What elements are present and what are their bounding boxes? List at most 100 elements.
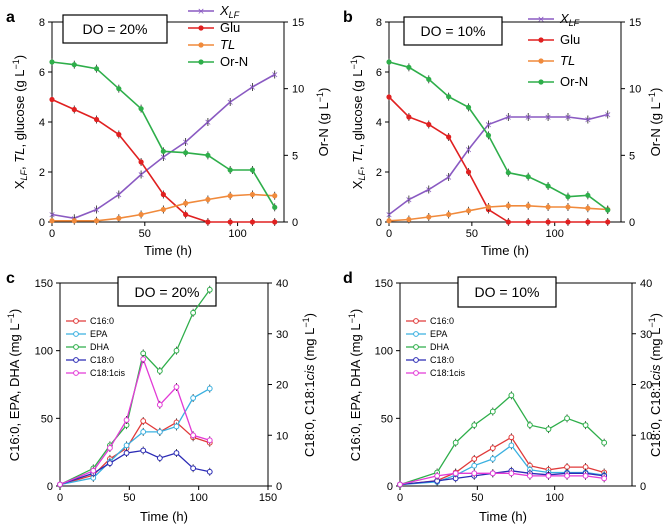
- panel-b-series-glu-point-2: [426, 121, 432, 128]
- panel-b-chart: b DO = 10% Time (h) XLF, TL, glucose (g …: [343, 9, 663, 258]
- panel-b-series-orn-point-2: [426, 76, 432, 82]
- panel-a-series-orn-point-2: [93, 66, 100, 72]
- panel-d-ytick-right-label-3: 30: [640, 329, 652, 341]
- panel-b-series-xlf-point-6: ×: [505, 113, 513, 123]
- panel-c-series-c181cis-line: [59, 356, 210, 486]
- panel-b-series-glu-point-7: [525, 219, 531, 225]
- panel-b-ytick-left-label-0: 0: [376, 217, 382, 229]
- panel-a-series-orn-point-1: [71, 62, 77, 68]
- panel-c-ytick-right-label-3: 30: [276, 329, 288, 341]
- panel-a-series-orn-point-6: [183, 150, 189, 156]
- panel-d-series-c160-point-3: [471, 456, 478, 462]
- panel-c-ytick-right-label-2: 20: [276, 380, 288, 392]
- panel-b-series-orn-point-5: [485, 132, 492, 138]
- panel-b-series-orn-point-11: [605, 207, 611, 213]
- panel-a-series-tl-point-6: [183, 200, 189, 206]
- panel-a-series-glu-point-6: [183, 211, 189, 218]
- panel-a-chart: a DO = 20% Time (h) XLF, TL, glucose (g …: [6, 3, 331, 258]
- panel-c-series-c180-point-7: [190, 465, 197, 472]
- panel-b-ytick-left-label-1: 2: [376, 167, 382, 179]
- panel-b-series-xlf-point-8: ×: [544, 113, 552, 123]
- panel-a-series-orn-point-5: [160, 148, 166, 154]
- panel-b-ytick-left-label-4: 8: [376, 17, 382, 29]
- panel-a-ytick-left-label-2: 4: [39, 117, 45, 129]
- panel-d-series-epa-line: [399, 444, 605, 486]
- panel-b-ytick-right-label-3: 15: [629, 17, 641, 29]
- panel-a-legend-glu: Glu: [220, 20, 240, 35]
- panel-b-do-box: [403, 16, 503, 46]
- panel-c-ytick-left-label-1: 50: [41, 413, 53, 425]
- panel-c-ytick-right-label-1: 10: [276, 430, 288, 442]
- panel-d-ytick-right-label-1: 10: [640, 430, 652, 442]
- panel-c-series-c181cis-point-3: [123, 417, 130, 423]
- panel-d-ytick-left-label-2: 100: [375, 346, 393, 358]
- panel-c-series-dha-point-7: [190, 309, 197, 316]
- panel-a-ytick-right-label-1: 5: [292, 150, 298, 162]
- panel-a-series-tl-point-9: [249, 191, 256, 198]
- panel-a-ytick-left-label-4: 8: [39, 17, 45, 29]
- panel-a-legend: × XLF Glu TL Or-N: [188, 3, 248, 69]
- panel-c-series-c181cis-point-1: [90, 467, 97, 474]
- panel-a-series-glu-point-3: [116, 131, 122, 138]
- panel-a-series-xlf-point-6: ×: [182, 138, 190, 148]
- panel-c-series-c181cis-point-6: [173, 384, 180, 390]
- panel-a-series-xlf-point-7: ×: [204, 118, 212, 128]
- panel-b-series-glu-point-0: [386, 94, 392, 100]
- panel-b-series-xlf-point-4: ×: [465, 146, 473, 156]
- panel-d-series-dha-point-8: [564, 415, 570, 422]
- panel-c-series-c180-point-2: [107, 460, 113, 467]
- panel-c-ylabel-right: C18:0, C18:1cis (mg L−1): [301, 313, 317, 457]
- panel-c-xtick-label-0: 0: [57, 492, 63, 504]
- panel-a-legend-xlf: XLF: [219, 3, 240, 20]
- panel-b-series-xlf-point-3: ×: [445, 173, 453, 183]
- panel-b-do-label: DO = 10%: [421, 23, 486, 39]
- panel-c-xtick-label-3: 150: [259, 492, 277, 504]
- panel-a-series-xlf-point-9: ×: [249, 83, 257, 93]
- panel-b-series-glu-point-3: [446, 134, 452, 140]
- panel-b-series-orn-point-1: [406, 64, 412, 70]
- panel-a-series-xlf-point-0: ×: [48, 211, 56, 221]
- panel-b-series-glu-point-6: [505, 219, 511, 225]
- panel-b-legend-xlf: XLF: [559, 11, 580, 28]
- panel-c-legend: C16:0 EPA DHA C18:0 C18:1cis: [66, 316, 126, 378]
- panel-c-series-dha-point-5: [156, 368, 163, 374]
- panel-a-series-orn-point-10: [272, 204, 278, 210]
- panel-a-series-tl-point-7: [205, 196, 211, 203]
- panel-c-series-c180-point-6: [173, 450, 180, 456]
- panel-a-xlabel: Time (h): [144, 243, 192, 258]
- panel-a-xtick-label-0: 0: [49, 228, 55, 240]
- panel-b-series-tl-point-1: [406, 216, 412, 223]
- panel-b-series-tl-point-8: [545, 204, 551, 210]
- panel-a-series-tl-point-2: [93, 218, 100, 224]
- panel-c-legend-dha: DHA: [90, 342, 109, 352]
- panel-b-series-orn-point-7: [525, 174, 531, 180]
- panel-d-legend-c181cis: C18:1cis: [430, 368, 466, 378]
- panel-d-legend: C16:0 EPA DHA C18:0 C18:1cis: [406, 316, 466, 378]
- panel-b-series-orn-point-3: [446, 94, 452, 100]
- panel-a-legend-tl: TL: [220, 37, 235, 52]
- panel-c-series-c181cis-point-2: [107, 445, 113, 451]
- panel-a-series-glu-point-7: [205, 219, 211, 225]
- panel-c-series-epa-point-6: [173, 423, 180, 430]
- panel-a-series-xlf-point-5: ×: [160, 153, 168, 163]
- panel-b-series-glu-point-9: [565, 219, 571, 225]
- panel-b-series-tl-point-10: [585, 205, 591, 211]
- panel-c-letter: c: [6, 270, 15, 287]
- panel-c-legend-c181cis: C18:1cis: [90, 368, 126, 378]
- panel-a-do-label: DO = 20%: [83, 21, 148, 37]
- panel-d-series-dha-point-4: [489, 408, 496, 415]
- panel-d-xtick-label-1: 50: [471, 492, 483, 504]
- panel-b-series-tl-point-9: [565, 204, 571, 210]
- panel-a-xtick-label-1: 50: [139, 228, 151, 240]
- panel-d-series-dha-point-2: [452, 439, 459, 446]
- panel-a-series-glu-point-2: [93, 116, 100, 123]
- panel-b-series-glu-point-10: [585, 219, 591, 225]
- panel-d-do-box: [457, 276, 557, 308]
- panel-a-ylabel-right: Or-N (g L−1): [315, 88, 331, 157]
- panel-b-ytick-left-label-2: 4: [376, 117, 382, 129]
- panel-b-series-xlf-line: [388, 113, 608, 216]
- panel-b-series-orn-point-0: [386, 59, 392, 65]
- panel-d-series-c181cis-point-8: [564, 472, 570, 479]
- panel-c-ytick-right-label-4: 40: [276, 278, 288, 290]
- panel-b-series-tl-point-0: [386, 218, 392, 224]
